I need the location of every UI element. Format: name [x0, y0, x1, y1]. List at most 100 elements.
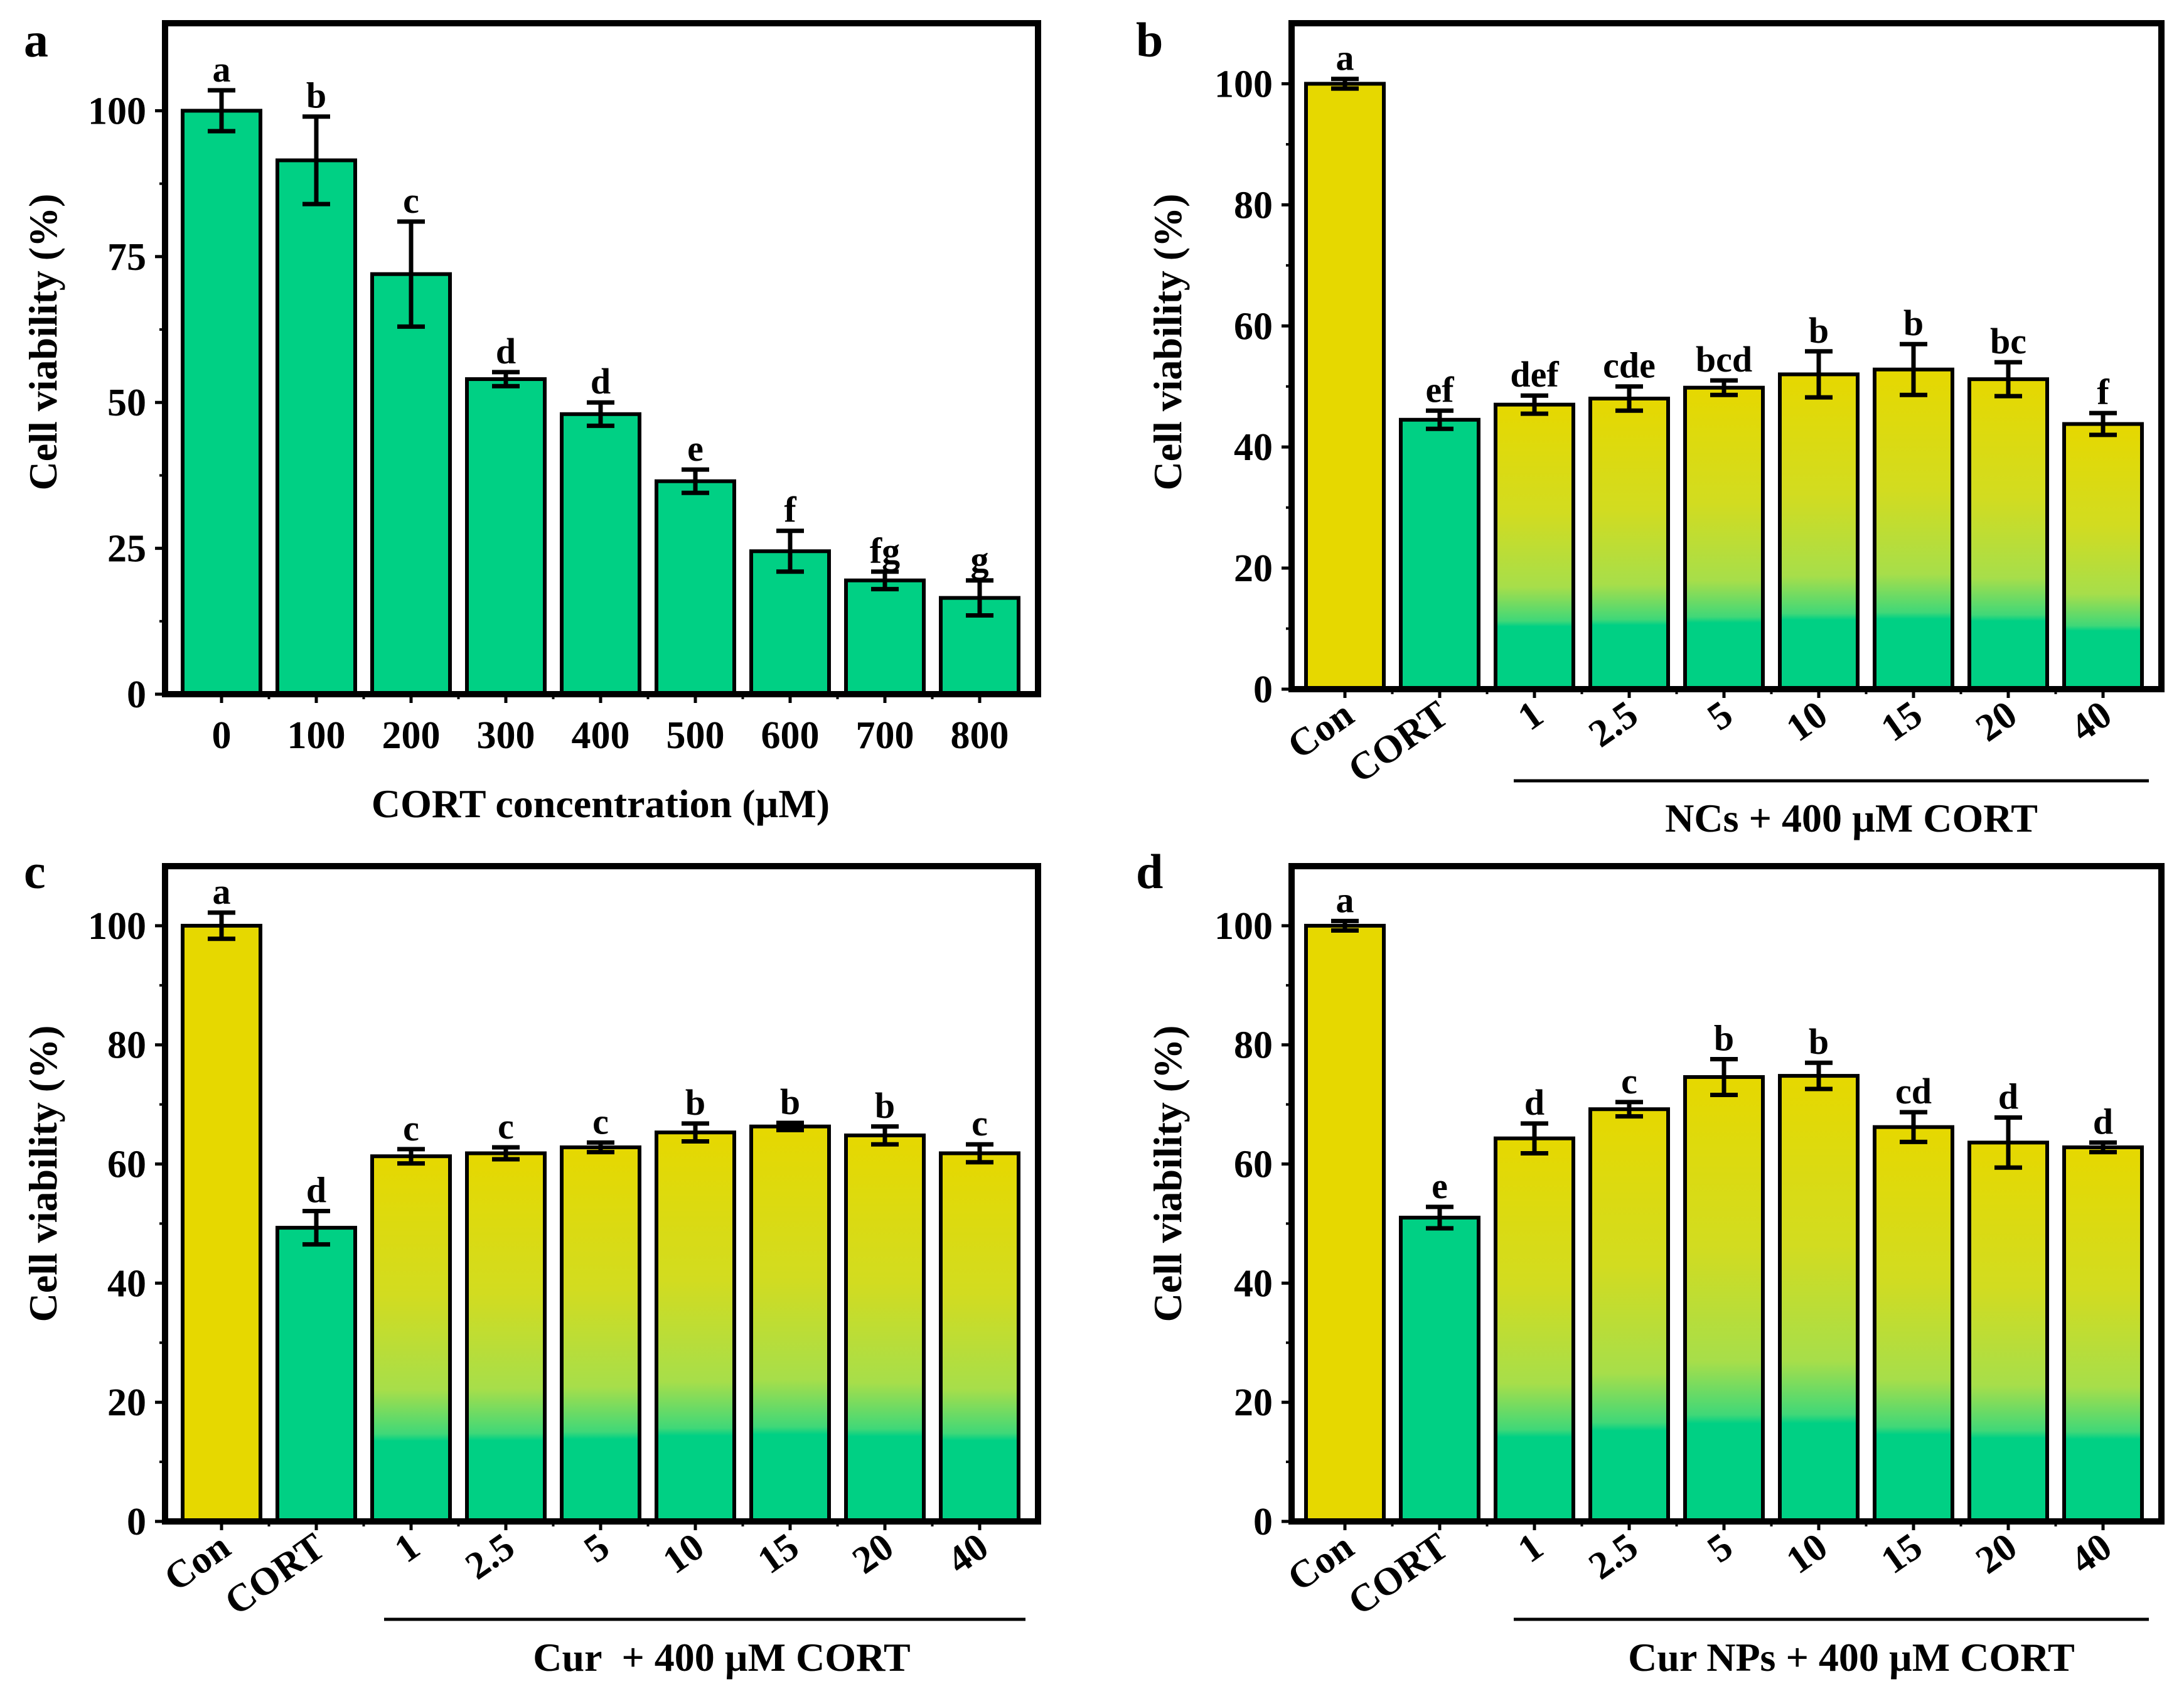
bar	[1873, 1125, 1954, 1523]
significance-letter: c	[498, 1106, 514, 1147]
bar	[1494, 1136, 1575, 1523]
x-tick-label: 10	[655, 1525, 712, 1582]
significance-letter: d	[306, 1170, 326, 1211]
significance-letter: b	[1809, 310, 1829, 351]
significance-letter: f	[2097, 372, 2109, 412]
significance-letter: cde	[1603, 345, 1656, 386]
panel-b: b aConefCORTdef1cde2.5bcd5b10b15bc20f400…	[1136, 13, 2165, 840]
y-tick-label: 40	[1234, 426, 1273, 469]
x-tick-label: 100	[287, 714, 346, 757]
bar	[1683, 385, 1765, 691]
x-tick-label: 2.5	[458, 1525, 522, 1588]
x-tick-label: 1	[387, 1525, 427, 1571]
y-tick-label: 50	[107, 382, 146, 424]
significance-letter: a	[1336, 879, 1354, 920]
x-tick-label: 0	[212, 714, 232, 757]
y-tick-label: 20	[107, 1381, 146, 1424]
bar	[1873, 367, 1954, 691]
x-tick-label: 5	[1700, 693, 1740, 739]
bar	[181, 109, 262, 697]
y-tick-label: 100	[1214, 63, 1273, 105]
significance-letter: g	[971, 539, 989, 580]
bar	[2062, 1145, 2144, 1524]
x-tick-label: CORT	[217, 1525, 333, 1624]
significance-letter: e	[1432, 1166, 1448, 1206]
significance-letter: fg	[870, 530, 900, 571]
x-tick-label: CORT	[1341, 1525, 1456, 1624]
significance-letter: bc	[1990, 321, 2026, 362]
bar	[1778, 372, 1860, 691]
bar	[560, 412, 641, 697]
significance-letter: d	[1524, 1082, 1544, 1123]
y-axis-label-a: Cell viability (%)	[21, 194, 65, 491]
significance-letter: f	[784, 490, 796, 530]
significance-letter: e	[687, 428, 704, 469]
plot-frame	[162, 863, 1041, 1525]
bar	[1304, 923, 1386, 1523]
significance-letter: ef	[1425, 369, 1454, 410]
bar	[844, 578, 926, 697]
panel-d: d aConeCORTd1c2.5b5b10cd15d20d4002040608…	[1136, 844, 2165, 1680]
y-tick-label: 60	[1234, 305, 1273, 348]
y-tick-label: 100	[1214, 905, 1273, 948]
y-tick-label: 25	[107, 528, 146, 571]
y-tick-label: 0	[127, 1501, 146, 1543]
bar	[370, 1154, 452, 1523]
significance-letter: c	[403, 180, 419, 221]
bar	[1683, 1075, 1765, 1523]
significance-letter: d	[1998, 1076, 2018, 1117]
x-tick-label: 500	[666, 714, 725, 757]
y-tick-label: 40	[1234, 1262, 1273, 1305]
bar	[749, 549, 831, 697]
x-axis-label-a: CORT concentration (µM)	[372, 781, 830, 826]
x-tick-label: 20	[1968, 1525, 2025, 1582]
x-tick-label: 5	[1700, 1525, 1740, 1571]
significance-letter: d	[496, 331, 516, 372]
bar	[844, 1133, 926, 1524]
y-tick-label: 20	[1234, 547, 1273, 590]
significance-letter: a	[213, 871, 231, 912]
significance-letter: c	[1621, 1061, 1637, 1102]
y-tick-label: 0	[1253, 1501, 1273, 1543]
x-tick-label: 15	[1873, 1525, 1930, 1582]
y-tick-label: 100	[88, 905, 146, 948]
significance-letter: a	[213, 49, 231, 90]
x-tick-label: 15	[750, 1525, 806, 1582]
significance-letter: b	[306, 75, 326, 116]
bar	[1399, 417, 1480, 691]
panel-label-b: b	[1136, 13, 1163, 67]
significance-letter: def	[1510, 354, 1559, 395]
significance-letter: b	[1809, 1021, 1829, 1062]
chart-b-body: aConefCORTdef1cde2.5bcd5b10b15bc20f40020…	[1214, 20, 2165, 791]
y-tick-label: 80	[1234, 1024, 1273, 1067]
y-axis-label-d: Cell viability (%)	[1145, 1026, 1190, 1322]
bar	[1588, 397, 1670, 691]
significance-letter: b	[1714, 1018, 1734, 1059]
chart-c-body: aCondCORTc1c2.5c5b10b15b20c4002040608010…	[88, 863, 1041, 1624]
y-tick-label: 60	[107, 1144, 146, 1186]
chart-d-body: aConeCORTd1c2.5b5b10cd15d20d400204060801…	[1214, 863, 2165, 1624]
group-label-d: Cur NPs + 400 µM CORT	[1628, 1635, 2075, 1680]
panel-label-c: c	[24, 844, 46, 899]
y-tick-label: 100	[88, 90, 146, 132]
x-tick-label: 40	[2063, 1525, 2119, 1582]
bar	[1399, 1215, 1480, 1523]
x-tick-label: 15	[1873, 693, 1930, 750]
bar	[749, 1124, 831, 1523]
bar	[1967, 377, 2049, 691]
x-tick-label: 800	[951, 714, 1009, 757]
y-tick-label: 80	[107, 1024, 146, 1067]
x-tick-label: 20	[1968, 693, 2025, 750]
group-label-b: NCs + 400 µM CORT	[1665, 796, 2038, 840]
plot-frame	[1288, 863, 2165, 1525]
significance-letter: a	[1336, 38, 1354, 78]
bar	[939, 1151, 1020, 1523]
significance-letter: d	[591, 361, 611, 402]
x-tick-label: 400	[572, 714, 630, 757]
y-tick-label: 0	[127, 673, 146, 716]
panel-a: a a 0 b 100 c 200 d 300 d 400 e 500 f 600 fg 700 g 800 0 25…	[21, 13, 1041, 826]
x-tick-label: 1	[1511, 693, 1551, 739]
plot-frame	[1288, 20, 2165, 692]
x-tick-label: 200	[382, 714, 441, 757]
